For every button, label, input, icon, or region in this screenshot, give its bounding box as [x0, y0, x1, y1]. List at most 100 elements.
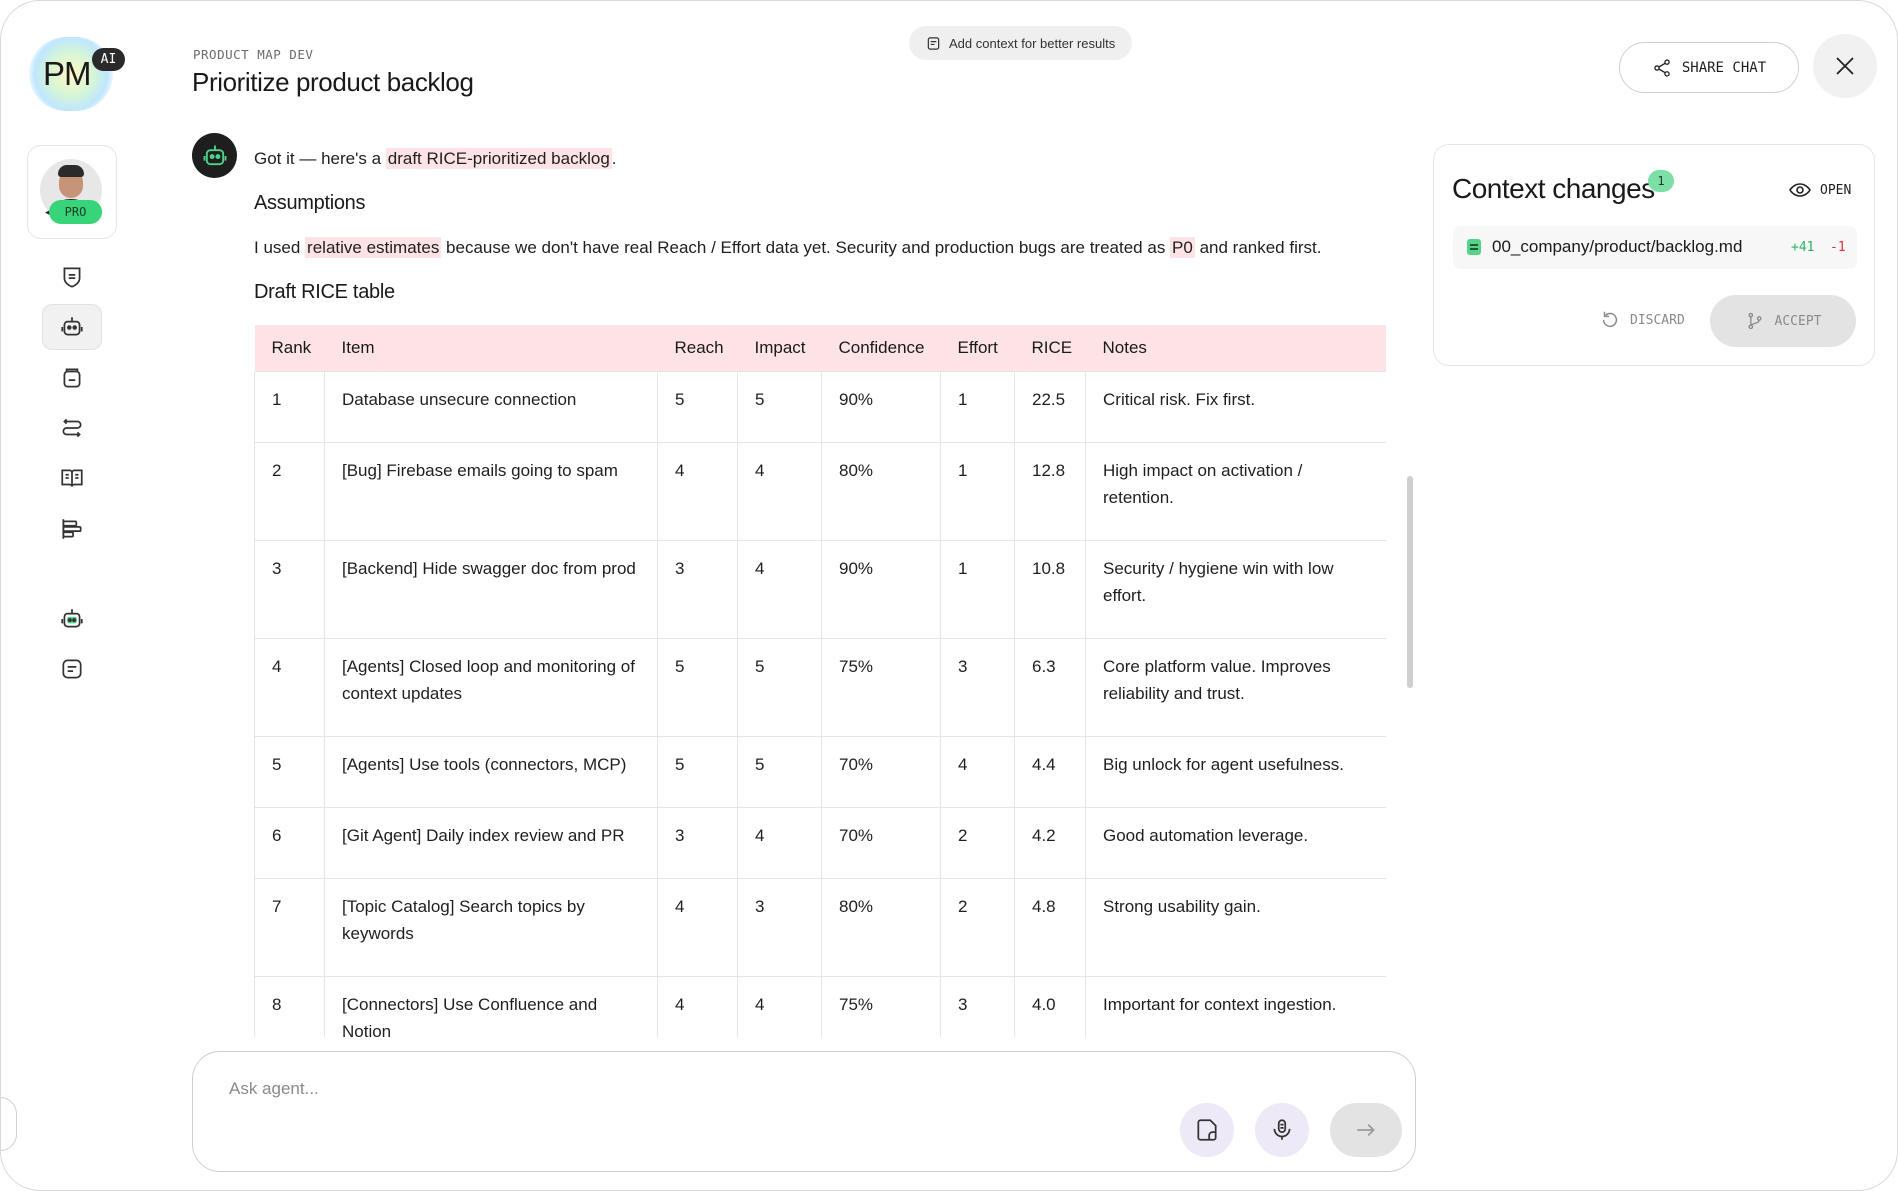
- table-cell: 4: [940, 735, 1015, 808]
- table-cell: Database unsecure connection: [324, 370, 658, 443]
- column-header: Confidence: [821, 325, 941, 371]
- table-cell: 2: [940, 877, 1015, 977]
- table-cell: 75%: [821, 637, 941, 737]
- table-cell: 6: [254, 806, 325, 879]
- table-row: 8 [Connectors] Use Confluence and Notion 4…: [254, 975, 1386, 1037]
- message-intro: Got it — here's a draft RICE-prioritized…: [254, 148, 617, 169]
- undo-icon: [1602, 311, 1618, 328]
- table-cell: 80%: [821, 877, 941, 977]
- discard-label: DISCARD: [1630, 312, 1685, 328]
- robot-icon: [61, 317, 83, 336]
- table-cell: Good automation leverage.: [1085, 806, 1386, 879]
- table-cell: 7: [254, 877, 325, 977]
- table-cell: 4: [737, 441, 822, 541]
- table-cell: [Agents] Use tools (connectors, MCP): [324, 735, 658, 808]
- ask-agent-input[interactable]: [229, 1079, 1129, 1099]
- table-cell: 75%: [821, 975, 941, 1037]
- add-context-button[interactable]: Add context for better results: [909, 26, 1133, 60]
- table-cell: 5: [737, 370, 822, 443]
- context-changes-title: Context changes: [1452, 173, 1655, 204]
- table-cell: 5: [657, 735, 738, 808]
- sidebar-item-roadmap[interactable]: [42, 506, 102, 552]
- agent-avatar: [192, 133, 237, 178]
- table-cell: Big unlock for agent usefulness.: [1085, 735, 1386, 808]
- rice-table: Rank Item Reach Impact Confidence Effort…: [254, 325, 1386, 1037]
- close-button[interactable]: [1813, 34, 1877, 98]
- changed-file-row[interactable]: [1453, 226, 1857, 269]
- table-cell: 1: [940, 370, 1015, 443]
- sidebar-item-shield[interactable]: [42, 254, 102, 300]
- eye-icon: [1789, 183, 1811, 197]
- table-cell: 4: [737, 806, 822, 879]
- table-cell: 4: [254, 637, 325, 737]
- page-title: Prioritize product backlog: [192, 67, 474, 97]
- plan-badge: PRO: [49, 200, 102, 224]
- sidebar-item-agent[interactable]: [42, 596, 102, 642]
- microphone-icon: [1273, 1119, 1291, 1140]
- table-cell: 6.3: [1014, 637, 1086, 737]
- table-cell: [Backend] Hide swagger doc from prod: [324, 539, 658, 639]
- drawer-handle[interactable]: [1, 1097, 17, 1151]
- share-chat-button[interactable]: SHARE CHAT: [1619, 42, 1799, 93]
- table-cell: 1: [940, 441, 1015, 541]
- assumptions-p2: because we don't have real Reach / Effor…: [441, 238, 1171, 257]
- intro-text: Got it — here's a: [254, 149, 386, 168]
- sidebar-item-docs[interactable]: [42, 455, 102, 501]
- table-cell: 1: [940, 539, 1015, 639]
- breadcrumb[interactable]: PRODUCT MAP DEV: [193, 47, 314, 62]
- accept-button[interactable]: ACCEPT: [1710, 295, 1856, 347]
- table-cell: [Git Agent] Daily index review and PR: [324, 806, 658, 879]
- table-cell: Security / hygiene win with low effort.: [1085, 539, 1386, 639]
- table-cell: 3: [940, 975, 1015, 1037]
- share-icon: [1654, 58, 1670, 77]
- open-button[interactable]: OPEN: [1788, 178, 1851, 202]
- table-cell: 4: [657, 877, 738, 977]
- table-cell: Important for context ingestion.: [1085, 975, 1386, 1037]
- column-header: Impact: [737, 325, 822, 371]
- sidebar-item-routes[interactable]: [42, 405, 102, 451]
- table-cell: 4: [657, 975, 738, 1037]
- sidebar-item-database[interactable]: [42, 355, 102, 401]
- rice-table-container[interactable]: Rank Item Reach Impact Confidence Effort…: [254, 325, 1386, 1037]
- attach-button[interactable]: [1180, 1103, 1234, 1157]
- table-cell: [Agents] Closed loop and monitoring of c…: [324, 637, 658, 737]
- table-cell: High impact on activation / retention.: [1085, 441, 1386, 541]
- table-cell: 80%: [821, 441, 941, 541]
- database-icon: [63, 368, 81, 388]
- table-cell: Strong usability gain.: [1085, 877, 1386, 977]
- roadmap-icon: [62, 519, 82, 539]
- table-cell: [Topic Catalog] Search topics by keyword…: [324, 877, 658, 977]
- sidebar-item-agents[interactable]: [42, 304, 102, 350]
- table-cell: 70%: [821, 735, 941, 808]
- column-header: Effort: [940, 325, 1015, 371]
- assumptions-heading: Assumptions: [254, 192, 366, 214]
- column-header: Rank: [254, 325, 325, 371]
- assumptions-highlight-1: relative estimates: [305, 237, 442, 258]
- voice-button[interactable]: [1255, 1103, 1309, 1157]
- send-button[interactable]: [1330, 1103, 1402, 1157]
- table-cell: 22.5: [1014, 370, 1086, 443]
- deletions-count: -1: [1830, 240, 1846, 255]
- table-cell: 12.8: [1014, 441, 1086, 541]
- changed-file-name[interactable]: 00_company/product/backlog.md: [1492, 237, 1743, 256]
- additions-count: +41: [1791, 240, 1815, 255]
- composer: [192, 1051, 1416, 1172]
- scrollbar[interactable]: [1407, 476, 1413, 688]
- share-chat-label: SHARE CHAT: [1681, 59, 1767, 76]
- arrow-right-icon: [1357, 1123, 1375, 1137]
- document-icon: [927, 36, 940, 50]
- assumptions-highlight-2: P0: [1170, 237, 1195, 258]
- column-header: Notes: [1085, 325, 1386, 371]
- table-cell: 4.0: [1014, 975, 1086, 1037]
- table-row: 7 [Topic Catalog] Search topics by keywor…: [254, 877, 1386, 977]
- table-cell: Critical risk. Fix first.: [1085, 370, 1386, 443]
- robot-icon: [203, 145, 226, 165]
- table-cell: 90%: [821, 539, 941, 639]
- table-cell: 3: [657, 539, 738, 639]
- table-cell: 4: [737, 539, 822, 639]
- assumptions-text: I used relative estimates because we don…: [254, 237, 1321, 258]
- table-cell: 4: [737, 975, 822, 1037]
- sidebar-item-notes[interactable]: [42, 646, 102, 692]
- discard-button[interactable]: DISCARD: [1599, 309, 1685, 331]
